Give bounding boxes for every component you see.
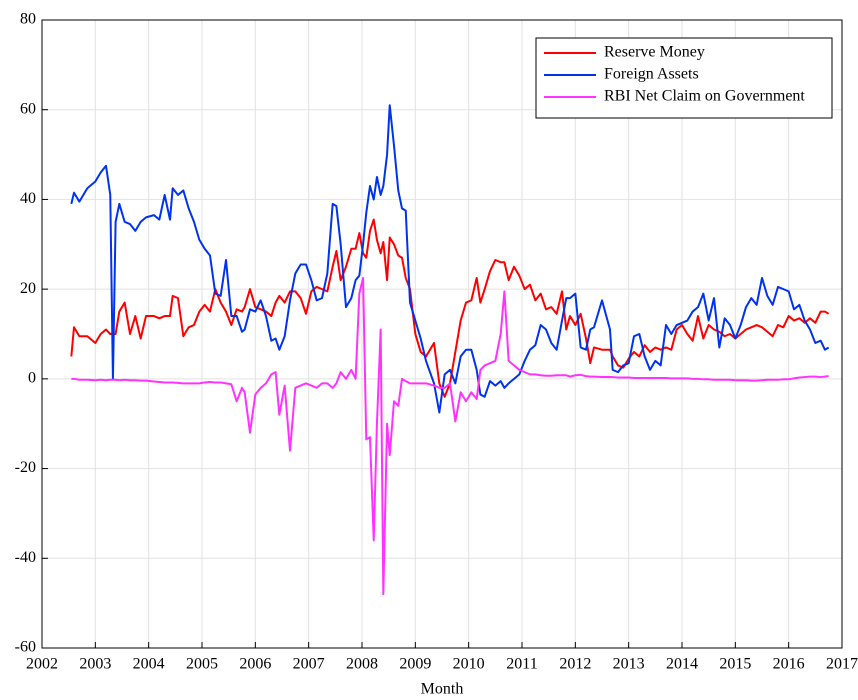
x-tick-label: 2014 xyxy=(666,656,698,673)
y-tick-label: 40 xyxy=(20,190,36,207)
y-tick-label: 60 xyxy=(20,100,36,117)
x-tick-label: 2002 xyxy=(26,656,58,673)
x-tick-label: 2009 xyxy=(399,656,431,673)
x-tick-label: 2012 xyxy=(559,656,591,673)
x-tick-label: 2013 xyxy=(613,656,645,673)
x-tick-label: 2004 xyxy=(133,656,165,673)
legend-label: RBI Net Claim on Government xyxy=(604,88,805,105)
x-tick-label: 2007 xyxy=(293,656,325,673)
x-tick-label: 2017 xyxy=(826,656,858,673)
y-tick-label: -60 xyxy=(15,639,36,656)
data-line xyxy=(71,276,829,596)
x-tick-label: 2010 xyxy=(453,656,485,673)
legend-label: Reserve Money xyxy=(604,44,705,61)
x-axis-label: Month xyxy=(421,681,464,698)
y-tick-label: 20 xyxy=(20,280,36,297)
data-line xyxy=(70,218,830,398)
legend-box xyxy=(535,37,833,119)
legend-label: Foreign Assets xyxy=(604,66,699,83)
legend: Reserve Money Foreign Assets RBI Net Claim… xyxy=(535,37,833,119)
x-tick-label: 2011 xyxy=(506,656,537,673)
y-tick-label: -40 xyxy=(15,549,36,566)
x-tick-label: 2015 xyxy=(719,656,751,673)
data-line xyxy=(70,104,830,414)
y-tick-label: 0 xyxy=(28,370,36,387)
x-tick-label: 2006 xyxy=(239,656,271,673)
x-tick-label: 2005 xyxy=(186,656,218,673)
x-tick-label: 2003 xyxy=(79,656,111,673)
plot-frame xyxy=(41,19,843,649)
x-tick-label: 2008 xyxy=(346,656,378,673)
y-tick-label: 80 xyxy=(20,11,36,28)
x-tick-label: 2016 xyxy=(773,656,805,673)
y-tick-label: -20 xyxy=(15,459,36,476)
